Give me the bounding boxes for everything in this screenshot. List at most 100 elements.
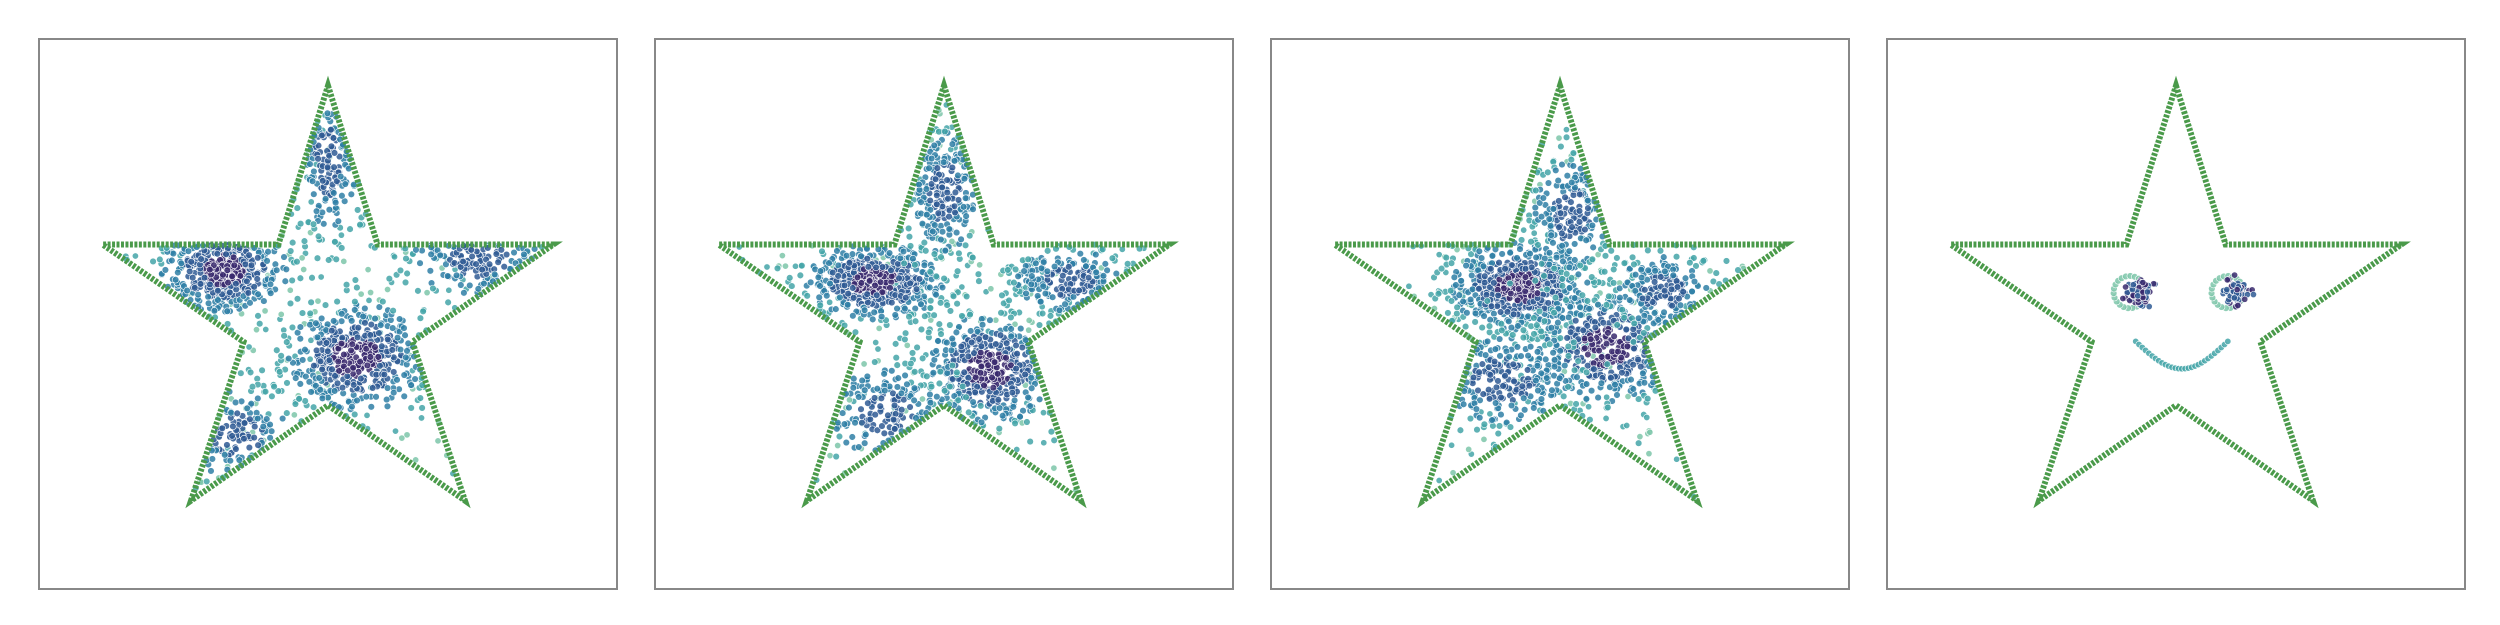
data-point	[264, 248, 272, 256]
data-point	[226, 288, 234, 297]
data-point	[1567, 274, 1576, 282]
data-point	[1498, 250, 1506, 258]
data-point	[1050, 262, 1059, 271]
data-point	[335, 367, 343, 375]
data-point	[418, 414, 425, 422]
data-point	[1540, 317, 1549, 325]
data-point	[327, 142, 336, 150]
data-point	[911, 317, 920, 325]
data-point	[254, 254, 262, 262]
data-point	[338, 383, 347, 392]
data-point	[1480, 435, 1488, 443]
data-point	[391, 253, 398, 261]
data-point	[1448, 441, 1456, 449]
data-point	[1734, 266, 1742, 274]
data-point	[325, 256, 333, 264]
data-point	[864, 263, 873, 271]
data-point	[1568, 178, 1576, 187]
data-point	[912, 285, 921, 293]
data-point	[1434, 290, 1443, 298]
data-point	[254, 441, 262, 449]
data-point	[1004, 266, 1012, 274]
data-point	[256, 320, 264, 328]
data-point	[472, 260, 480, 268]
data-point	[313, 254, 322, 262]
data-point	[1588, 273, 1596, 281]
data-point	[1080, 256, 1088, 264]
data-point	[1620, 259, 1629, 267]
data-point	[1531, 277, 1539, 285]
data-point	[403, 347, 411, 355]
data-point	[845, 259, 854, 267]
data-point	[1516, 245, 1524, 253]
data-point	[834, 272, 842, 280]
data-point	[1599, 319, 1607, 327]
data-point	[857, 252, 865, 260]
data-point	[960, 368, 968, 377]
data-point	[491, 270, 499, 279]
data-point	[299, 356, 307, 364]
data-point	[849, 384, 858, 392]
data-point	[1536, 199, 1544, 207]
data-point	[948, 361, 957, 370]
data-point	[1583, 278, 1591, 287]
data-point	[319, 177, 327, 185]
data-point	[1660, 308, 1668, 316]
data-point	[891, 340, 900, 348]
data-point	[1570, 338, 1578, 346]
data-point	[938, 183, 946, 192]
data-point	[988, 373, 996, 382]
data-point	[1623, 342, 1632, 351]
data-point	[1585, 403, 1593, 411]
data-point	[1495, 335, 1504, 343]
data-point	[309, 403, 318, 411]
data-point	[1475, 247, 1483, 255]
data-point	[940, 158, 948, 166]
data-point	[1558, 242, 1566, 250]
data-point	[1544, 179, 1553, 187]
data-point	[292, 374, 300, 382]
data-point	[953, 267, 962, 275]
data-point	[1610, 265, 1618, 274]
data-point	[1538, 260, 1546, 268]
data-point	[1026, 437, 1034, 446]
data-point	[920, 261, 929, 269]
data-point	[1585, 305, 1593, 313]
data-point	[1576, 190, 1584, 199]
star-outline	[709, 75, 1179, 509]
data-point	[219, 271, 227, 279]
data-point	[860, 360, 868, 368]
data-point	[1027, 384, 1036, 392]
data-point	[872, 339, 880, 346]
data-point	[858, 376, 866, 385]
data-point	[1452, 281, 1460, 289]
data-point	[966, 310, 974, 319]
data-point	[273, 266, 281, 274]
data-point	[825, 259, 833, 267]
data-point	[938, 228, 947, 236]
data-point	[1099, 272, 1108, 280]
data-point	[944, 195, 952, 203]
data-point	[351, 276, 360, 284]
data-point	[1579, 326, 1587, 335]
data-point	[467, 246, 475, 254]
data-point	[954, 396, 962, 404]
data-point	[383, 402, 392, 410]
data-point	[902, 294, 910, 302]
data-point	[1574, 270, 1583, 279]
data-point	[1032, 259, 1040, 267]
data-point	[826, 279, 834, 288]
data-point	[1594, 393, 1602, 402]
data-point	[1514, 285, 1523, 293]
data-point	[444, 298, 452, 307]
data-point	[934, 337, 942, 345]
data-point	[1035, 321, 1044, 329]
data-point	[977, 348, 985, 357]
data-point	[968, 338, 976, 347]
data-point	[286, 247, 295, 255]
data-point	[1569, 162, 1577, 170]
data-point	[321, 301, 330, 309]
data-point	[1491, 345, 1500, 353]
data-point	[273, 346, 281, 354]
data-point	[1549, 349, 1557, 357]
